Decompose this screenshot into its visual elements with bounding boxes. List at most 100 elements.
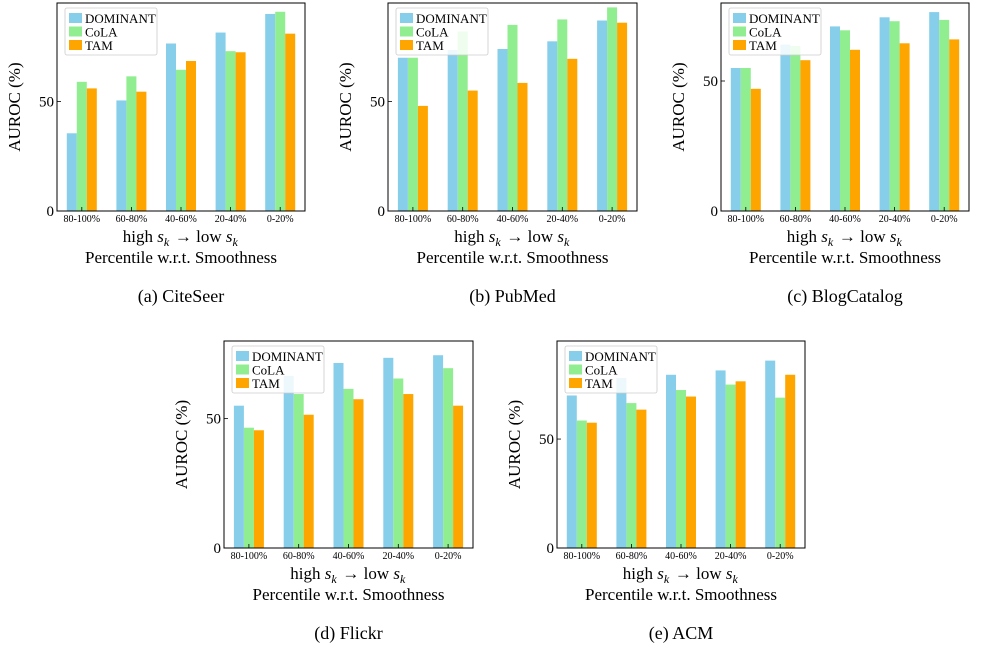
plot-frame: [223, 340, 474, 549]
bar-tam-60-80%: [636, 409, 647, 548]
y-tick-label: 50: [39, 95, 54, 111]
bar-dominant-60-80%: [116, 100, 127, 211]
legend-swatch-tam: [400, 40, 413, 50]
bar-cola-40-60%: [840, 30, 850, 211]
panel-caption: (e) ACM: [649, 623, 714, 644]
x-tick-label: 60-80%: [447, 214, 479, 225]
chart-panel-3: 80-100% 60-80% 40-60% 20-40% 0-20% 0 50 DOMINAN…: [669, 2, 970, 307]
x-tick-label: 80-100%: [395, 214, 432, 225]
bar-tam-0-20%: [785, 374, 796, 548]
x-axis-sublabel: Percentile w.r.t. Smoothness: [252, 585, 444, 604]
x-axis-sublabel: Percentile w.r.t. Smoothness: [416, 248, 608, 267]
bar-cola-40-60%: [676, 390, 686, 548]
legend-box: [728, 7, 822, 56]
legend-label-cola: CoLA: [585, 363, 618, 378]
chart-panel-4: 80-100% 60-80% 40-60% 20-40% 0-20% 0 50 DOMINAN…: [172, 340, 474, 644]
x-tick-label: 0-20%: [267, 214, 294, 225]
y-axis-label: AUROC (%): [5, 62, 24, 151]
bar-tam-60-80%: [467, 90, 478, 211]
bar-dominant-40-60%: [666, 374, 676, 548]
y-tick-label: 50: [370, 95, 385, 111]
x-axis-sublabel: Percentile w.r.t. Smoothness: [585, 585, 777, 604]
x-tick-label: 0-20%: [931, 214, 958, 225]
x-axis-label: high sk → low sk: [454, 227, 570, 249]
bar-cola-0-20%: [775, 397, 786, 548]
bar-dominant-0-20%: [929, 12, 940, 211]
x-tick-label: 20-40%: [546, 214, 578, 225]
bar-cola-0-20%: [939, 19, 950, 212]
bar-tam-40-60%: [353, 399, 364, 548]
legend-label-tam: TAM: [416, 38, 444, 53]
x-tick-label: 40-60%: [829, 214, 861, 225]
legend-label-dominant: DOMINANT: [749, 11, 820, 26]
y-tick-label: 0: [547, 541, 555, 557]
panel-caption: (d) Flickr: [314, 623, 382, 644]
chart-panel-5: 80-100% 60-80% 40-60% 20-40% 0-20% 0 50 DOMINAN…: [505, 340, 806, 644]
legend-label-cola: CoLA: [749, 25, 782, 40]
x-axis-sublabel: Percentile w.r.t. Smoothness: [85, 248, 277, 267]
bar-tam-20-40%: [567, 58, 578, 212]
bar-dominant-60-80%: [616, 378, 627, 548]
x-tick-label: 0-20%: [767, 551, 794, 562]
bar-tam-40-60%: [686, 396, 696, 548]
legend-box: [64, 7, 158, 56]
x-tick-label: 80-100%: [727, 214, 764, 225]
x-tick-label: 80-100%: [63, 214, 100, 225]
bar-tam-60-80%: [303, 414, 314, 548]
bar-dominant-80-100%: [66, 133, 77, 211]
x-tick-label: 80-100%: [563, 551, 600, 562]
bar-dominant-20-40%: [383, 357, 394, 548]
legend-swatch-tam: [733, 40, 746, 50]
panel-caption: (a) CiteSeer: [138, 286, 224, 307]
bar-cola-20-40%: [725, 384, 736, 548]
bar-dominant-40-60%: [166, 43, 176, 211]
legend-swatch-dominant: [69, 13, 82, 23]
bar-dominant-60-80%: [780, 44, 791, 211]
bar-cola-20-40%: [889, 21, 900, 212]
legend-label-tam: TAM: [585, 376, 613, 391]
bar-tam-0-20%: [949, 39, 960, 212]
legend-swatch-tam: [569, 378, 582, 388]
legend-box: [231, 345, 325, 394]
bar-dominant-80-100%: [397, 57, 408, 211]
bar-cola-80-100%: [576, 420, 587, 548]
bar-dominant-20-40%: [215, 32, 226, 212]
x-tick-label: 40-60%: [333, 551, 365, 562]
legend-swatch-cola: [69, 26, 82, 37]
legend-label-cola: CoLA: [252, 363, 285, 378]
legend-box: [564, 345, 658, 394]
x-tick-label: 40-60%: [665, 551, 697, 562]
bar-dominant-40-60%: [830, 26, 840, 212]
bar-tam-0-20%: [453, 405, 464, 548]
bar-tam-20-40%: [735, 381, 746, 548]
legend-label-dominant: DOMINANT: [585, 349, 656, 364]
plot-frame: [387, 2, 638, 212]
x-tick-label: 20-40%: [382, 551, 414, 562]
x-tick-label: 60-80%: [616, 551, 648, 562]
plot-frame: [556, 340, 806, 549]
legend-label-dominant: DOMINANT: [416, 11, 487, 26]
legend-label-cola: CoLA: [85, 25, 118, 40]
legend-swatch-dominant: [733, 13, 746, 23]
legend-label-tam: TAM: [85, 38, 113, 53]
bar-cola-80-100%: [243, 427, 254, 548]
bar-tam-0-20%: [285, 33, 296, 211]
x-tick-label: 60-80%: [116, 214, 148, 225]
legend-swatch-tam: [69, 40, 82, 50]
bar-tam-80-100%: [417, 105, 428, 211]
x-axis-sublabel: Percentile w.r.t. Smoothness: [749, 248, 941, 267]
y-tick-label: 0: [378, 204, 386, 220]
bar-dominant-60-80%: [447, 50, 458, 211]
bar-dominant-40-60%: [333, 362, 344, 548]
bar-tam-20-40%: [899, 43, 910, 211]
legend-swatch-dominant: [236, 351, 249, 361]
bar-cola-0-20%: [275, 11, 286, 212]
bar-tam-80-100%: [750, 88, 761, 211]
bar-tam-40-60%: [186, 61, 196, 211]
bar-tam-80-100%: [253, 430, 264, 548]
x-tick-label: 20-40%: [879, 214, 911, 225]
y-tick-label: 0: [47, 204, 55, 220]
bar-dominant-60-80%: [283, 375, 294, 548]
legend-label-tam: TAM: [252, 376, 280, 391]
